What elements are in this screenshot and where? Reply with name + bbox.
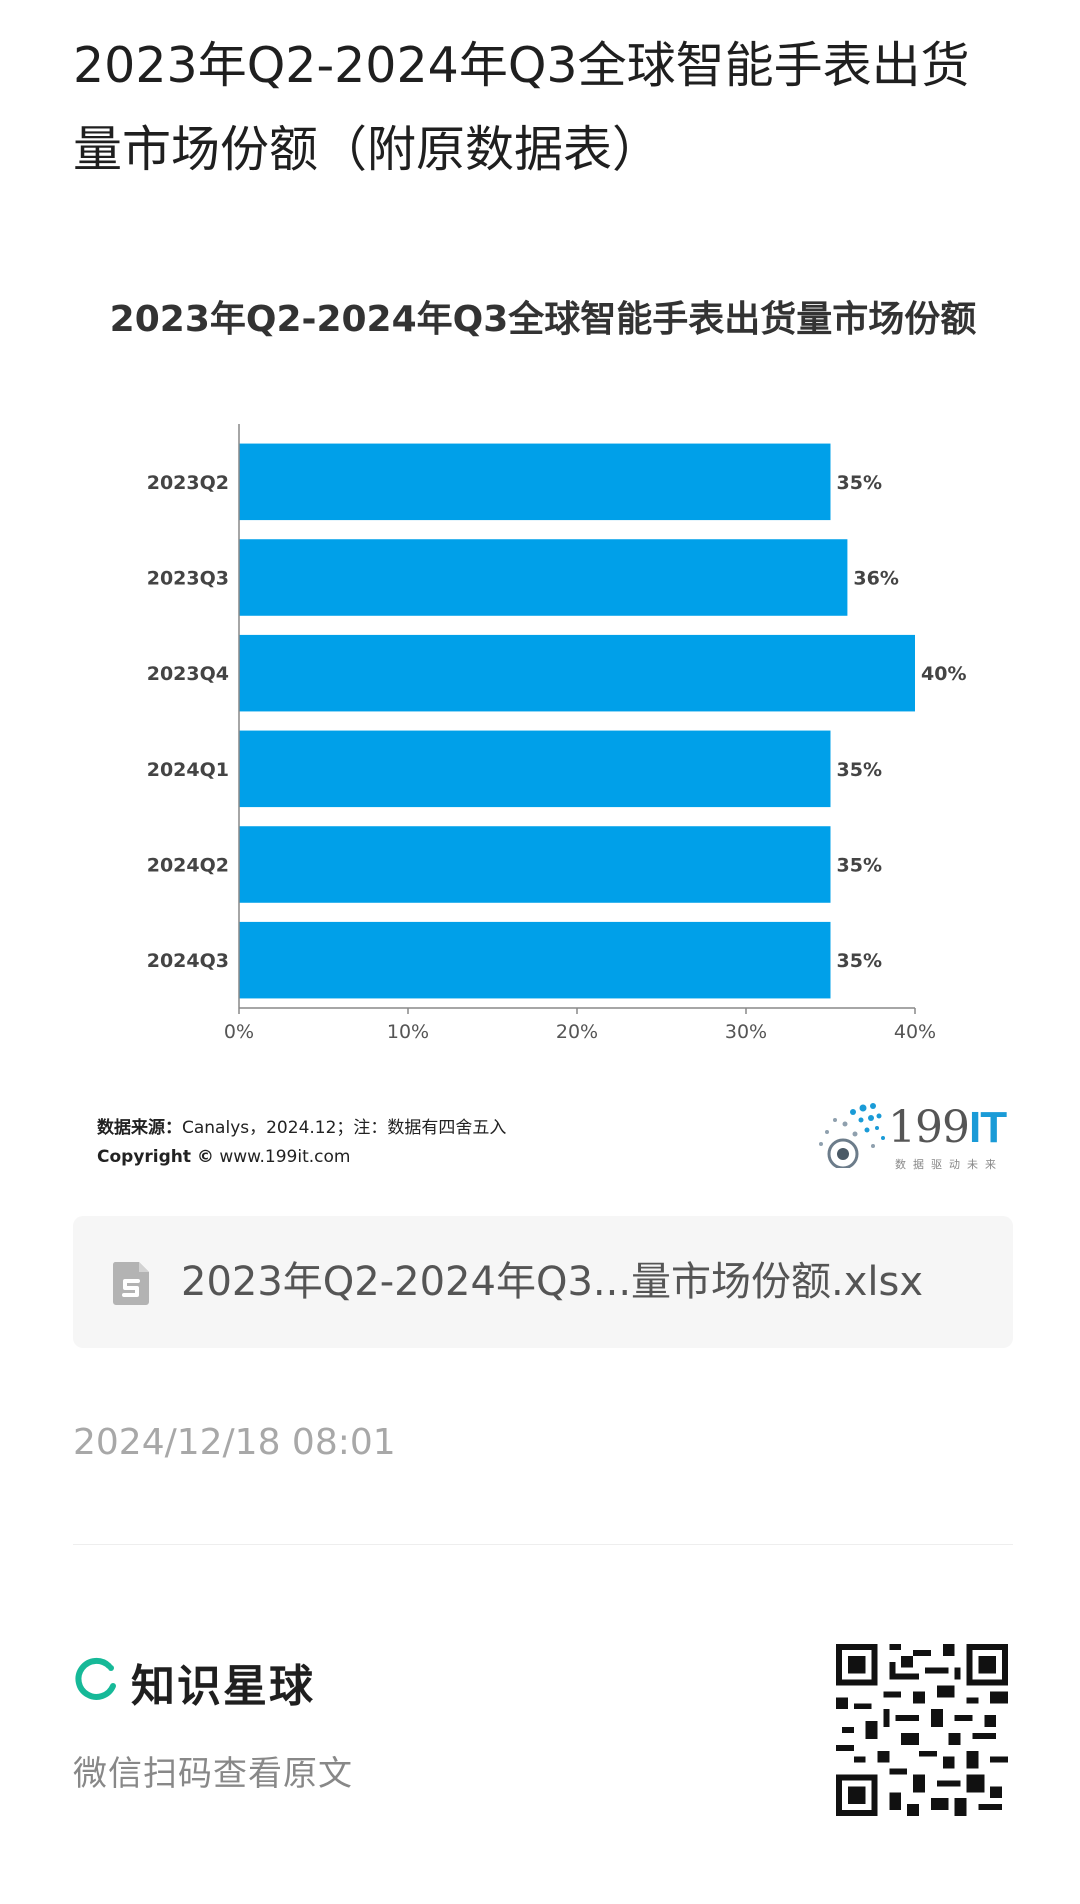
- copyright-site: www.199it.com: [219, 1147, 351, 1167]
- attachment-file-name: 2023年Q2-2024年Q3...量市场份额.xlsx: [181, 1259, 924, 1305]
- chart-title: 2023年Q2-2024年Q3全球智能手表出货量市场份额: [109, 299, 977, 340]
- value-label-2024Q3: 35%: [837, 950, 882, 972]
- bar-2023Q2: [239, 443, 831, 521]
- value-label-2024Q2: 35%: [837, 855, 882, 877]
- post-timestamp: 2024/12/18 08:01: [73, 1422, 396, 1463]
- bar-2023Q4: [239, 634, 915, 712]
- x-tick-label-1: 10%: [387, 1021, 429, 1043]
- brand-wordmark: 199IT: [888, 1102, 1007, 1153]
- planet-name: 知识星球: [131, 1661, 315, 1712]
- source-label: 数据来源：: [97, 1118, 182, 1138]
- chart-image: 2023年Q2-2024年Q3全球智能手表出货量市场份额 35% 2023Q2 36…: [73, 270, 1013, 1190]
- x-tick-label-0: 0%: [224, 1021, 254, 1043]
- x-tick-label-3: 30%: [725, 1021, 767, 1043]
- bar-2024Q3: [239, 921, 831, 999]
- bar-2024Q1: [239, 730, 831, 808]
- x-tick-label-4: 40%: [894, 1021, 936, 1043]
- spreadsheet-file-icon: [112, 1262, 149, 1305]
- category-label-2024Q2: 2024Q2: [147, 855, 229, 877]
- brand-number: 199: [888, 1102, 970, 1153]
- category-label-2023Q4: 2023Q4: [147, 663, 229, 685]
- category-label-2024Q1: 2024Q1: [147, 759, 229, 781]
- divider: [73, 1544, 1013, 1545]
- bar-2024Q2: [239, 826, 831, 903]
- category-label-2024Q3: 2024Q3: [147, 950, 229, 972]
- scan-hint: 微信扫码查看原文: [73, 1754, 353, 1794]
- brand-logo: 199IT 数据驱动未来: [813, 1098, 1007, 1178]
- bar-2023Q3: [239, 539, 848, 616]
- qr-code[interactable]: [836, 1644, 1008, 1816]
- brand-tagline: 数据驱动未来: [895, 1158, 1003, 1171]
- value-label-2023Q3: 36%: [853, 568, 898, 590]
- brand-dots-icon: [819, 1103, 885, 1168]
- attachment-card[interactable]: 2023年Q2-2024年Q3...量市场份额.xlsx: [73, 1216, 1013, 1348]
- category-label-2023Q2: 2023Q2: [147, 472, 229, 494]
- page-title: 2023年Q2-2024年Q3全球智能手表出货 量市场份额（附原数据表）: [73, 24, 1013, 192]
- source-text: Canalys，2024.12；注：数据有四舍五入: [182, 1118, 507, 1138]
- value-label-2024Q1: 35%: [837, 759, 882, 781]
- x-tick-label-2: 20%: [556, 1021, 598, 1043]
- value-label-2023Q4: 40%: [921, 663, 966, 685]
- page-title-line-2: 量市场份额（附原数据表）: [73, 121, 662, 178]
- value-label-2023Q2: 35%: [837, 472, 882, 494]
- source-note: 数据来源：Canalys，2024.12；注：数据有四舍五入 Copyright…: [97, 1114, 506, 1172]
- planet-ring-icon: [75, 1657, 116, 1700]
- category-label-2023Q3: 2023Q3: [147, 568, 229, 590]
- bar-chart: 35% 2023Q2 36% 2023Q3 40% 2023Q4 35% 2024Q1 35% 2…: [147, 424, 966, 1043]
- brand-suffix: IT: [968, 1103, 1007, 1152]
- copyright-label: Copyright ©: [97, 1147, 214, 1167]
- page-title-line-1: 2023年Q2-2024年Q3全球智能手表出货: [73, 37, 970, 94]
